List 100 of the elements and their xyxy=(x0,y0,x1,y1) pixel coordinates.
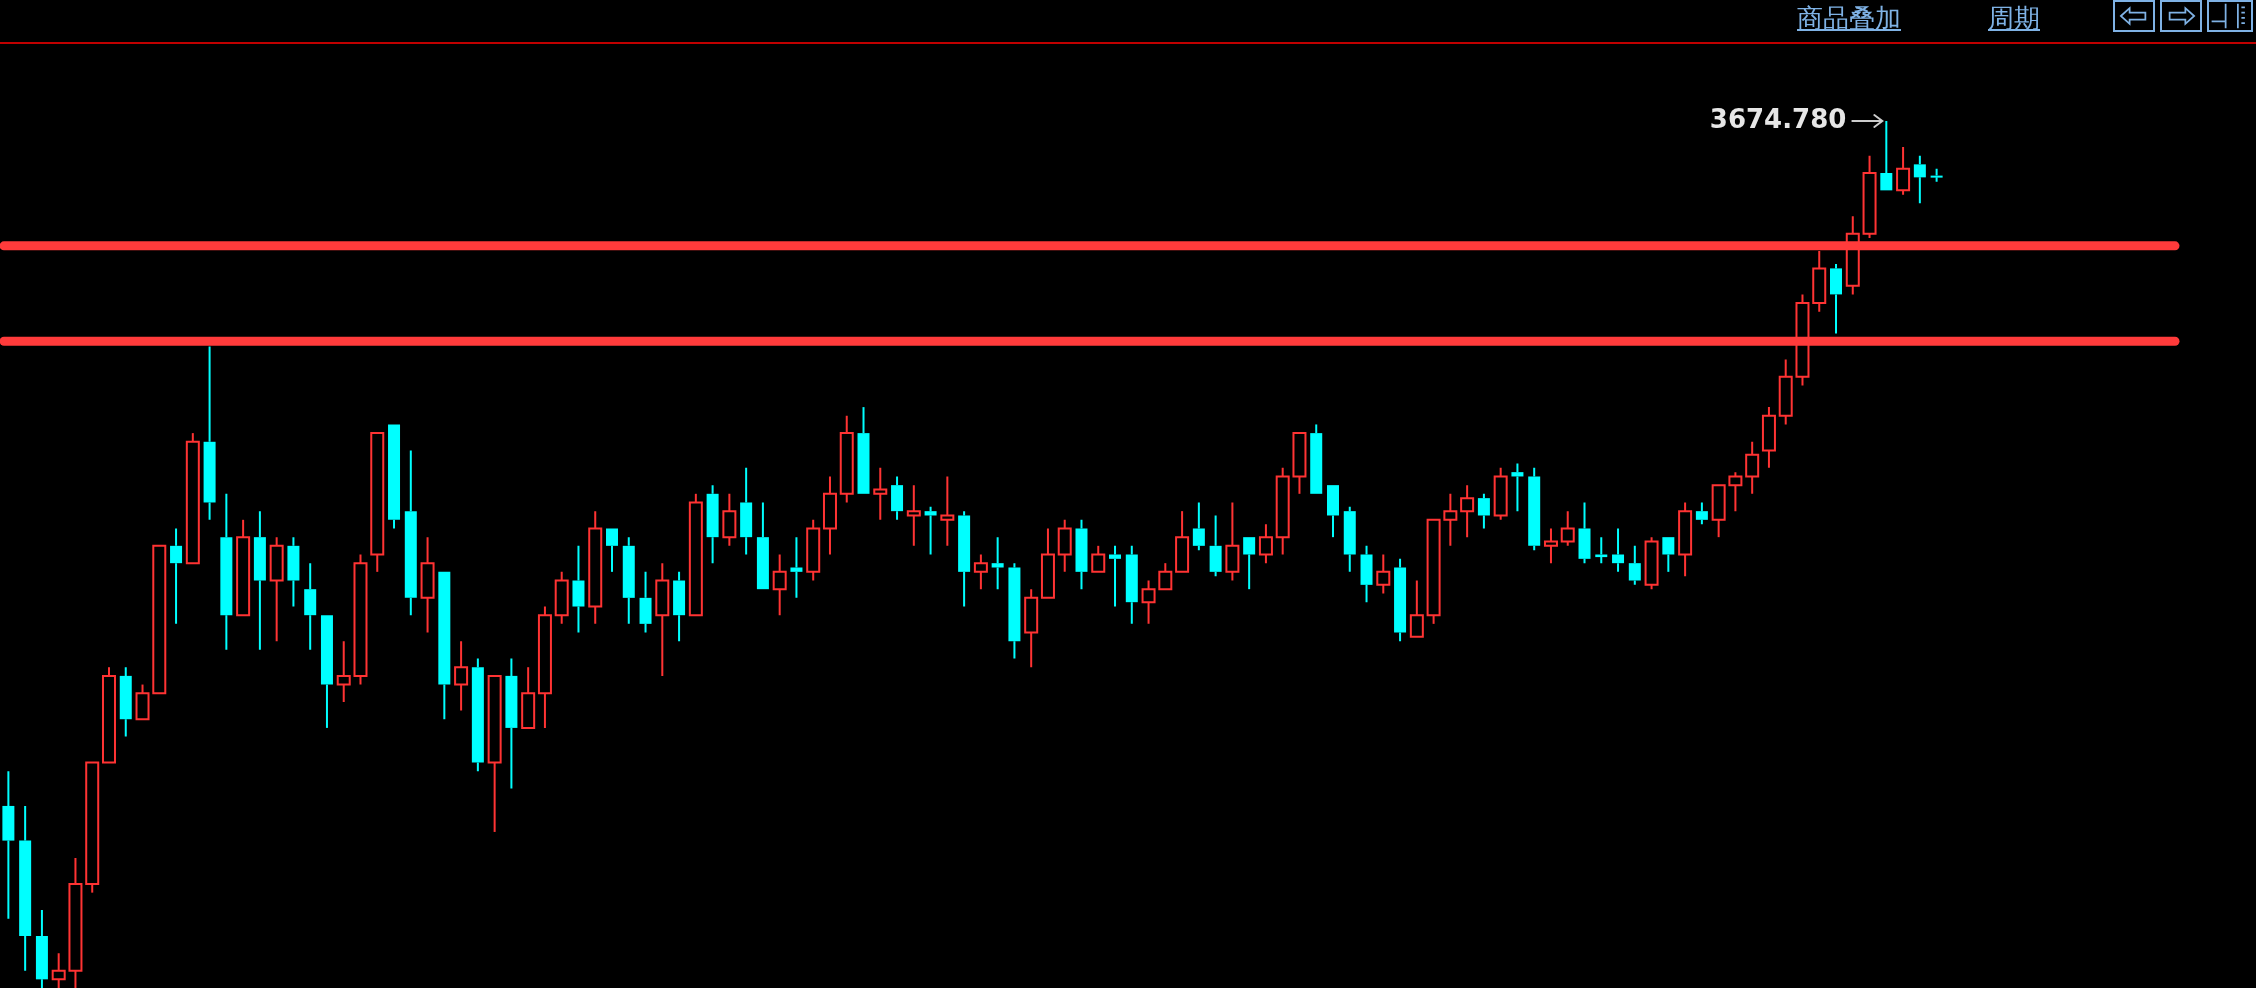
candlestick xyxy=(1192,501,1205,552)
candlestick xyxy=(822,475,837,556)
candlestick xyxy=(1578,501,1591,565)
candlestick xyxy=(1057,518,1072,573)
candlestick xyxy=(1158,562,1173,591)
candlestick xyxy=(673,570,686,643)
candlestick xyxy=(170,527,183,625)
candlestick xyxy=(639,570,652,634)
candlestick xyxy=(1778,358,1793,426)
candlestick xyxy=(19,804,32,972)
candlestick xyxy=(388,424,401,530)
candlestick xyxy=(839,414,854,504)
candlestick xyxy=(991,536,1004,591)
candlestick xyxy=(320,615,333,729)
candlestick xyxy=(891,475,904,521)
candlestick xyxy=(253,510,266,651)
candlestick xyxy=(1376,553,1391,595)
candlestick xyxy=(1830,263,1843,335)
candlestick xyxy=(756,501,769,590)
candlestick xyxy=(1109,544,1122,608)
candlestick xyxy=(572,544,585,634)
candlestick xyxy=(1243,537,1256,591)
candlestick xyxy=(51,952,66,988)
candlestick xyxy=(588,510,603,625)
candlestick xyxy=(1543,527,1558,565)
candlestick xyxy=(1008,562,1021,660)
candlestick xyxy=(622,536,635,625)
candlestick xyxy=(68,856,83,988)
candlestick xyxy=(857,406,870,494)
candlestick xyxy=(1075,518,1088,591)
candlestick xyxy=(1258,523,1273,565)
candlestick xyxy=(1930,167,1943,183)
candlestick xyxy=(1292,432,1307,495)
candlestick xyxy=(706,484,719,565)
candlestick xyxy=(1024,588,1039,669)
candlestick xyxy=(1728,471,1743,513)
candlestick xyxy=(1175,510,1190,573)
candlestick xyxy=(1091,544,1106,573)
candlestick xyxy=(336,640,351,703)
candlestick xyxy=(1275,466,1290,556)
candlestick xyxy=(1360,544,1373,604)
candlestick xyxy=(287,536,300,608)
candlestick xyxy=(438,571,451,721)
candlestick xyxy=(1913,154,1926,205)
annotation: 3674.780 xyxy=(1709,103,1847,134)
candlestick xyxy=(236,518,251,617)
candlestick xyxy=(772,553,787,617)
candlestick xyxy=(1761,406,1776,469)
candlestick xyxy=(1528,466,1541,552)
candlestick xyxy=(101,666,116,764)
candlestick xyxy=(185,432,200,565)
candlestick xyxy=(1662,537,1675,573)
candlestick xyxy=(420,536,435,634)
candlestick xyxy=(1711,484,1726,539)
candlestick xyxy=(471,657,484,773)
candlestick xyxy=(1040,527,1055,599)
candlestick xyxy=(1880,120,1893,191)
candlestick xyxy=(269,536,284,643)
candlestick xyxy=(973,553,988,591)
candlestick xyxy=(1443,492,1458,547)
candlestick xyxy=(1511,462,1524,513)
candlestick xyxy=(722,492,737,547)
candlestick xyxy=(940,475,955,547)
candlestick xyxy=(873,466,888,521)
candlestick xyxy=(487,674,502,833)
candlestick xyxy=(404,449,417,617)
candlestick xyxy=(537,605,552,729)
candlestick xyxy=(740,466,753,556)
candlestick xyxy=(220,492,233,651)
candlestick xyxy=(1628,544,1641,586)
candlestick xyxy=(85,761,100,894)
candlestick xyxy=(1343,505,1356,573)
text: 周期 xyxy=(1988,2,2040,35)
candlestick xyxy=(370,432,385,573)
candlestick xyxy=(1460,484,1475,539)
candlestick xyxy=(1125,544,1138,625)
candlestick xyxy=(304,562,317,651)
candlestick xyxy=(35,908,48,988)
candlestick xyxy=(924,505,937,556)
candlestick xyxy=(655,562,670,677)
candlestick xyxy=(1409,579,1424,638)
candlestick xyxy=(1394,557,1407,643)
candlestick xyxy=(1225,501,1240,582)
candlestick xyxy=(1862,154,1877,240)
text: 商品叠加 xyxy=(1797,2,1901,35)
candlestick xyxy=(119,666,132,738)
candlestick xyxy=(958,510,971,608)
candlestick xyxy=(554,570,569,625)
candlestick xyxy=(1477,492,1490,530)
candlestick xyxy=(1426,518,1441,625)
candlestick xyxy=(906,484,921,547)
candlestick xyxy=(1612,527,1625,573)
candlestick xyxy=(521,666,536,729)
candlestick xyxy=(790,536,803,599)
candlestick xyxy=(454,640,469,712)
candlestick xyxy=(1745,440,1760,495)
candlestick xyxy=(2,770,15,920)
candlestick xyxy=(1896,146,1911,196)
candlestick xyxy=(1310,423,1323,494)
candlestick xyxy=(1678,501,1693,578)
